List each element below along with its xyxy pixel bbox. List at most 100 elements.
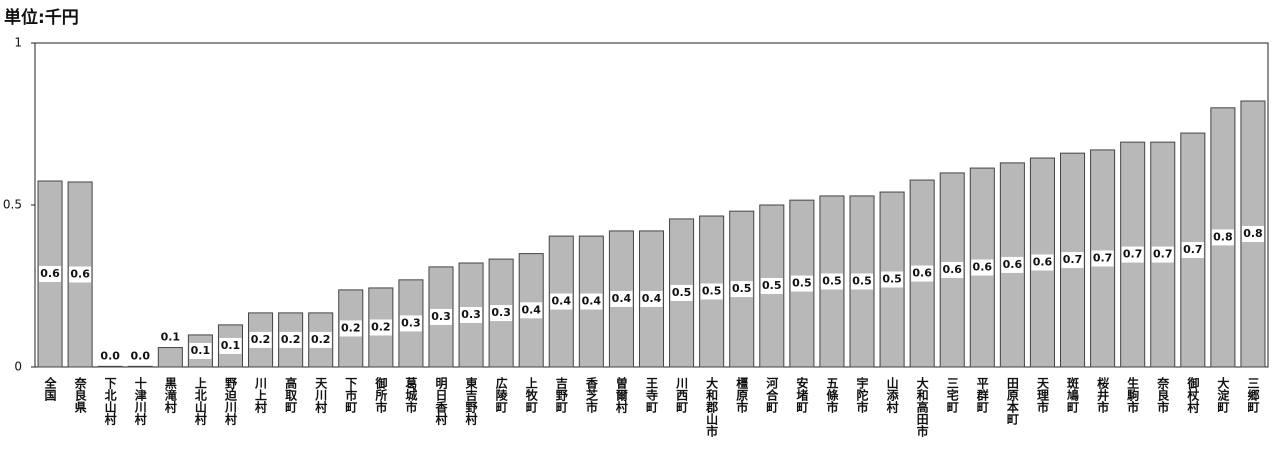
value-label-bg [520,302,543,319]
value-label-bg [279,331,302,348]
x-tick-label: 葛城市 [404,376,418,414]
value-label-bg [1151,246,1174,263]
x-tick-label: 曽爾村 [614,376,628,414]
x-tick-label: 野迫川村 [223,377,237,426]
y-tick-label: 0 [14,360,22,374]
x-tick-label: 天川村 [314,377,328,414]
value-label: 0.3 [401,316,421,329]
x-tick-label: 生駒市 [1126,376,1140,414]
x-tick-label: 十津川村 [133,376,147,426]
x-tick-label: 三宅町 [945,377,959,414]
value-label: 0.0 [100,349,120,362]
value-label-bg [249,331,272,348]
x-tick-label: 御杖村 [1186,376,1200,414]
value-label-bg [971,259,994,276]
value-label: 0.4 [521,303,541,316]
value-label-bg [820,273,843,290]
x-tick-label: 奈良市 [1156,376,1170,414]
x-tick-label: 奈良県 [73,376,87,414]
value-label: 0.3 [491,306,511,319]
value-label-bg [189,342,212,359]
value-label: 0.6 [70,267,90,280]
value-label: 0.5 [792,277,812,290]
value-label: 0.5 [762,279,782,292]
value-label: 0.6 [1003,258,1023,271]
value-label-bg [850,273,874,290]
value-label: 0.6 [973,261,993,274]
value-label: 0.4 [582,295,602,308]
value-label-bg [39,266,62,283]
value-label-bg [550,293,573,310]
x-tick-label: 大和高田市 [915,376,929,438]
x-tick-label: 全国 [43,376,57,402]
bar [127,365,153,368]
value-label-bg [730,281,753,298]
value-label-bg [760,278,783,294]
value-label: 0.2 [371,320,391,333]
value-label-bg [700,283,723,300]
value-label-bg [429,308,453,325]
value-label-bg [1211,229,1234,246]
value-label-bg [640,290,663,307]
value-label: 0.3 [431,310,451,323]
value-label-bg [69,266,92,283]
x-tick-label: 王寺町 [645,377,659,414]
x-tick-label: 御所市 [374,376,388,414]
x-tick-label: 河合町 [765,376,779,414]
value-label: 0.6 [1033,256,1053,269]
x-tick-label: 平群町 [975,377,989,414]
x-tick-label: 広陵町 [494,376,508,414]
x-tick-label: 橿原市 [735,376,749,414]
x-tick-label: 明日香村 [434,377,448,426]
y-tick-label: 0.5 [3,198,22,212]
value-label-bg [580,293,603,310]
value-label-bg [1181,242,1204,259]
x-tick-label: 下北山村 [103,377,117,426]
value-label-bg [790,275,813,292]
value-label: 0.2 [251,333,271,346]
x-tick-label: 川上村 [254,377,268,414]
bar [97,365,123,368]
value-label: 0.7 [1063,253,1083,266]
value-label: 0.5 [822,274,842,287]
value-label: 0.8 [1213,230,1233,243]
value-label: 0.4 [612,292,632,305]
value-label-bg [670,284,693,301]
value-label-bg [219,337,242,354]
value-label: 0.5 [672,286,692,299]
value-label: 0.5 [882,273,902,286]
value-label-bg [1031,254,1054,271]
value-label-bg [339,320,362,337]
x-tick-label: 安堵町 [795,376,809,414]
value-label: 0.4 [552,295,572,308]
x-tick-label: 山添村 [885,376,899,414]
y-tick-label: 1 [14,36,22,50]
value-label: 0.3 [461,308,481,321]
x-tick-label: 上北山村 [193,376,207,426]
value-label-bg [1121,246,1144,263]
value-label: 0.6 [912,267,932,280]
x-tick-label: 宇陀市 [855,376,869,414]
value-label: 0.6 [40,267,60,280]
value-label-bg [1241,225,1264,242]
value-label-bg [610,290,633,307]
value-label: 0.7 [1123,248,1143,261]
value-label: 0.7 [1153,248,1173,261]
value-label: 0.6 [942,263,962,276]
value-label: 0.2 [281,333,301,346]
value-label: 0.1 [191,344,211,357]
x-tick-label: 大淀町 [1216,376,1230,414]
value-label: 0.5 [852,274,872,287]
value-label: 0.5 [702,285,722,298]
value-label: 0.1 [221,339,241,352]
value-label-bg [399,315,422,332]
value-label: 0.1 [161,331,181,344]
bar [157,347,183,368]
x-tick-label: 斑鳩町 [1066,376,1080,414]
x-tick-label: 吉野町 [554,376,568,414]
value-label: 0.2 [341,321,361,334]
value-label: 0.5 [732,282,752,295]
value-label: 0.0 [131,349,151,362]
value-label-bg [881,271,904,288]
